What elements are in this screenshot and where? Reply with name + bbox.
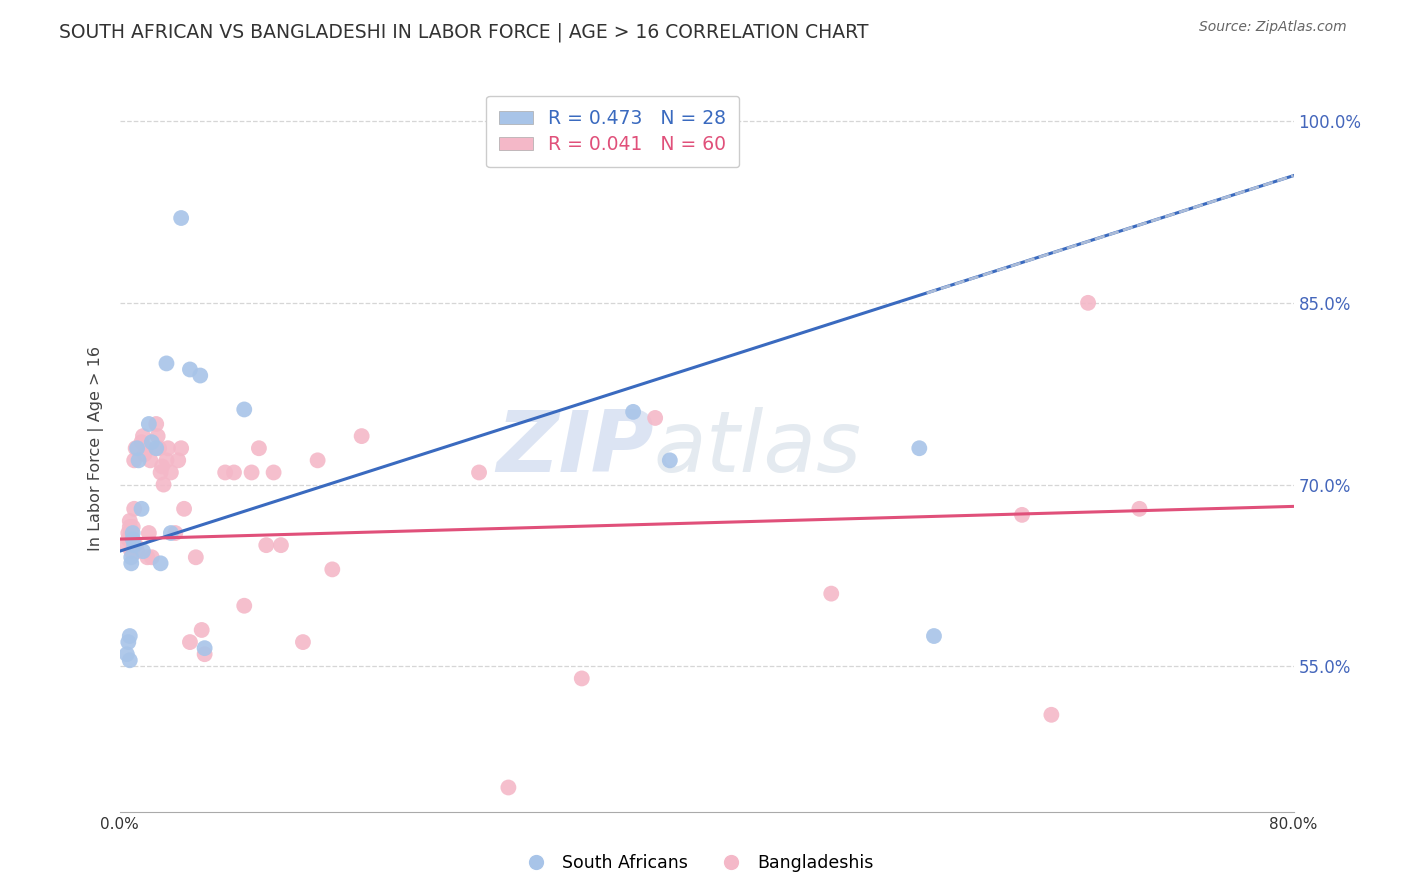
Point [145,442,167,456]
Point [128,453,150,467]
Legend:  R = 0.473   N = 28,  R = 0.041   N = 60: R = 0.473 N = 28, R = 0.041 N = 60 [486,95,740,168]
Point [170,442,193,456]
Point [1040,707,1063,722]
Point [115,647,138,661]
Point [121,520,143,534]
Point [121,532,143,546]
Point [118,520,141,534]
Text: ZIP: ZIP [496,407,654,490]
Point [156,442,179,456]
Point [146,429,169,443]
Point [118,514,141,528]
Text: Source: ZipAtlas.com: Source: ZipAtlas.com [1199,20,1347,34]
Point [139,453,162,467]
Point [254,538,277,552]
Point [1011,508,1033,522]
Point [167,453,190,467]
Point [149,466,172,480]
Point [307,453,329,467]
Point [141,550,163,565]
Point [160,466,183,480]
Point [621,405,644,419]
Point [132,429,155,443]
Point [908,442,931,456]
Point [131,501,153,516]
Point [150,459,173,474]
Point [263,466,285,480]
Point [190,623,212,637]
Point [155,453,177,467]
Point [118,653,141,667]
Point [134,447,156,461]
Point [132,544,155,558]
Point [152,477,174,491]
Point [1128,501,1150,516]
Point [127,442,149,456]
Point [571,672,593,686]
Point [233,402,256,417]
Point [148,442,170,456]
Point [131,435,153,450]
Point [468,466,491,480]
Y-axis label: In Labor Force | Age > 16: In Labor Force | Age > 16 [87,346,104,550]
Point [270,538,292,552]
Point [321,562,343,576]
Point [124,538,146,552]
Point [122,538,145,552]
Point [122,453,145,467]
Point [117,635,139,649]
Point [135,442,157,456]
Point [160,526,183,541]
Point [145,417,167,431]
Point [1077,296,1099,310]
Point [179,635,201,649]
Point [122,501,145,516]
Point [170,211,193,225]
Point [188,368,211,383]
Point [233,599,256,613]
Point [194,641,217,656]
Legend: South Africans, Bangladeshis: South Africans, Bangladeshis [512,847,880,879]
Point [194,647,217,661]
Point [214,466,236,480]
Point [820,587,842,601]
Point [240,466,263,480]
Point [658,453,681,467]
Point [179,362,201,376]
Point [922,629,945,643]
Point [149,557,172,571]
Point [124,442,146,456]
Point [120,544,142,558]
Point [121,526,143,541]
Point [136,550,159,565]
Point [138,526,160,541]
Point [644,411,666,425]
Point [121,532,143,546]
Point [138,417,160,431]
Point [127,544,149,558]
Point [350,429,373,443]
Text: atlas: atlas [654,407,862,490]
Point [115,538,138,552]
Point [291,635,314,649]
Point [120,557,142,571]
Point [117,532,139,546]
Point [117,526,139,541]
Point [155,356,177,370]
Point [184,550,207,565]
Point [222,466,245,480]
Point [120,550,142,565]
Point [247,442,270,456]
Point [120,526,142,541]
Point [498,780,520,795]
Point [165,526,187,541]
Point [118,629,141,643]
Point [141,435,163,450]
Text: SOUTH AFRICAN VS BANGLADESHI IN LABOR FORCE | AGE > 16 CORRELATION CHART: SOUTH AFRICAN VS BANGLADESHI IN LABOR FO… [59,22,869,42]
Point [173,501,195,516]
